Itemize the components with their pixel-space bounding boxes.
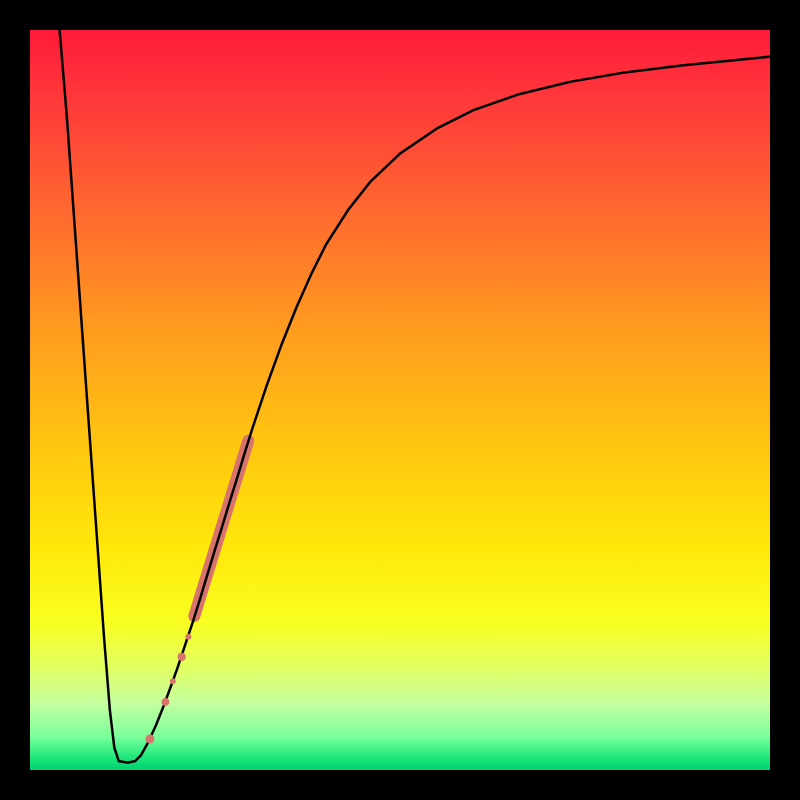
figure-root: TheBottleneck.com [0,0,800,800]
plot-background [30,30,770,770]
marker-dot [161,698,169,706]
marker-dot [170,678,176,684]
marker-dot [178,653,186,661]
marker-dot [185,634,191,640]
bottleneck-chart [0,0,800,800]
marker-dot [145,734,154,743]
